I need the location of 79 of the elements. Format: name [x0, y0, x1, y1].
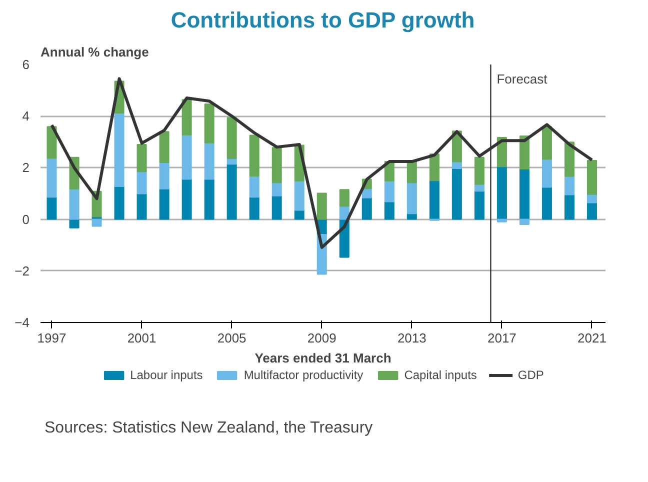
bar: [519, 218, 530, 225]
bar: [182, 99, 192, 136]
bar: [542, 186, 552, 220]
x-tick-label: 1997: [37, 330, 66, 346]
x-tick-label: 2017: [487, 330, 516, 346]
bar: [496, 166, 507, 220]
bar: [519, 135, 530, 170]
bar: [429, 154, 440, 182]
bar: [406, 182, 417, 214]
x-tick-label: 2005: [217, 330, 246, 346]
bar: [159, 188, 170, 220]
bar: [586, 160, 597, 195]
bar: [272, 147, 282, 184]
bar: [204, 103, 214, 144]
legend-label: GDP: [518, 368, 544, 382]
bar: [182, 178, 192, 220]
bar: [272, 195, 282, 220]
chart-title: Contributions to GDP growth: [170, 8, 475, 32]
bar: [564, 142, 574, 177]
bar: [542, 158, 552, 188]
y-axis-title: Annual % change: [40, 44, 149, 60]
bar: [159, 131, 170, 164]
bar: [226, 164, 237, 220]
bar: [294, 180, 304, 211]
x-tick-label: 2021: [578, 330, 606, 346]
bar: [136, 144, 147, 172]
bar: [362, 197, 372, 220]
bar: [46, 196, 57, 220]
x-tick-label: 2009: [307, 330, 336, 346]
legend-label: Multifactor productivity: [244, 368, 364, 382]
bar: [204, 178, 214, 220]
bar: [114, 112, 124, 188]
bar: [339, 189, 350, 207]
bar: [294, 210, 304, 220]
y-tick-label: −2: [14, 263, 30, 278]
bar: [272, 182, 282, 196]
bar: [316, 192, 327, 220]
bar: [496, 218, 507, 222]
bar: [136, 171, 147, 194]
bar: [226, 117, 237, 159]
y-tick-label: 4: [22, 108, 30, 124]
bar: [249, 175, 260, 198]
bar: [159, 162, 170, 190]
y-tick-label: −4: [14, 315, 30, 330]
bar: [564, 176, 574, 196]
bar: [92, 218, 102, 227]
x-tick-label: 2013: [397, 330, 426, 346]
ref-line-label: Forecast: [496, 72, 548, 86]
x-tick-label: 2001: [127, 330, 156, 346]
x-axis-title: Years ended 31 March: [254, 350, 392, 366]
bar: [429, 180, 440, 220]
bar: [542, 126, 552, 160]
bar: [384, 201, 394, 220]
y-tick-label: 0: [22, 212, 30, 227]
bar: [182, 134, 192, 180]
y-tick-label: 2: [22, 160, 30, 176]
bar: [249, 134, 260, 176]
bar: [204, 142, 214, 180]
bar: [69, 218, 80, 228]
bar: [586, 194, 597, 204]
bar: [586, 202, 597, 220]
bar: [384, 180, 394, 202]
bar: [406, 161, 417, 184]
bar: [519, 168, 530, 220]
bar: [474, 190, 484, 220]
bar: [406, 213, 417, 220]
bar: [46, 126, 57, 159]
bar: [474, 156, 484, 185]
legend-label: Capital inputs: [404, 368, 477, 382]
bar: [136, 193, 147, 220]
y-tick-label: 6: [22, 57, 30, 72]
legend-label: Labour inputs: [130, 368, 203, 382]
bar: [69, 188, 80, 220]
bar: [249, 196, 260, 220]
bar: [452, 168, 462, 220]
bar: [46, 158, 57, 198]
bar: [564, 194, 574, 220]
bar: [114, 186, 124, 220]
source-note: Sources: Statistics New Zealand, the Treasury: [44, 420, 373, 436]
